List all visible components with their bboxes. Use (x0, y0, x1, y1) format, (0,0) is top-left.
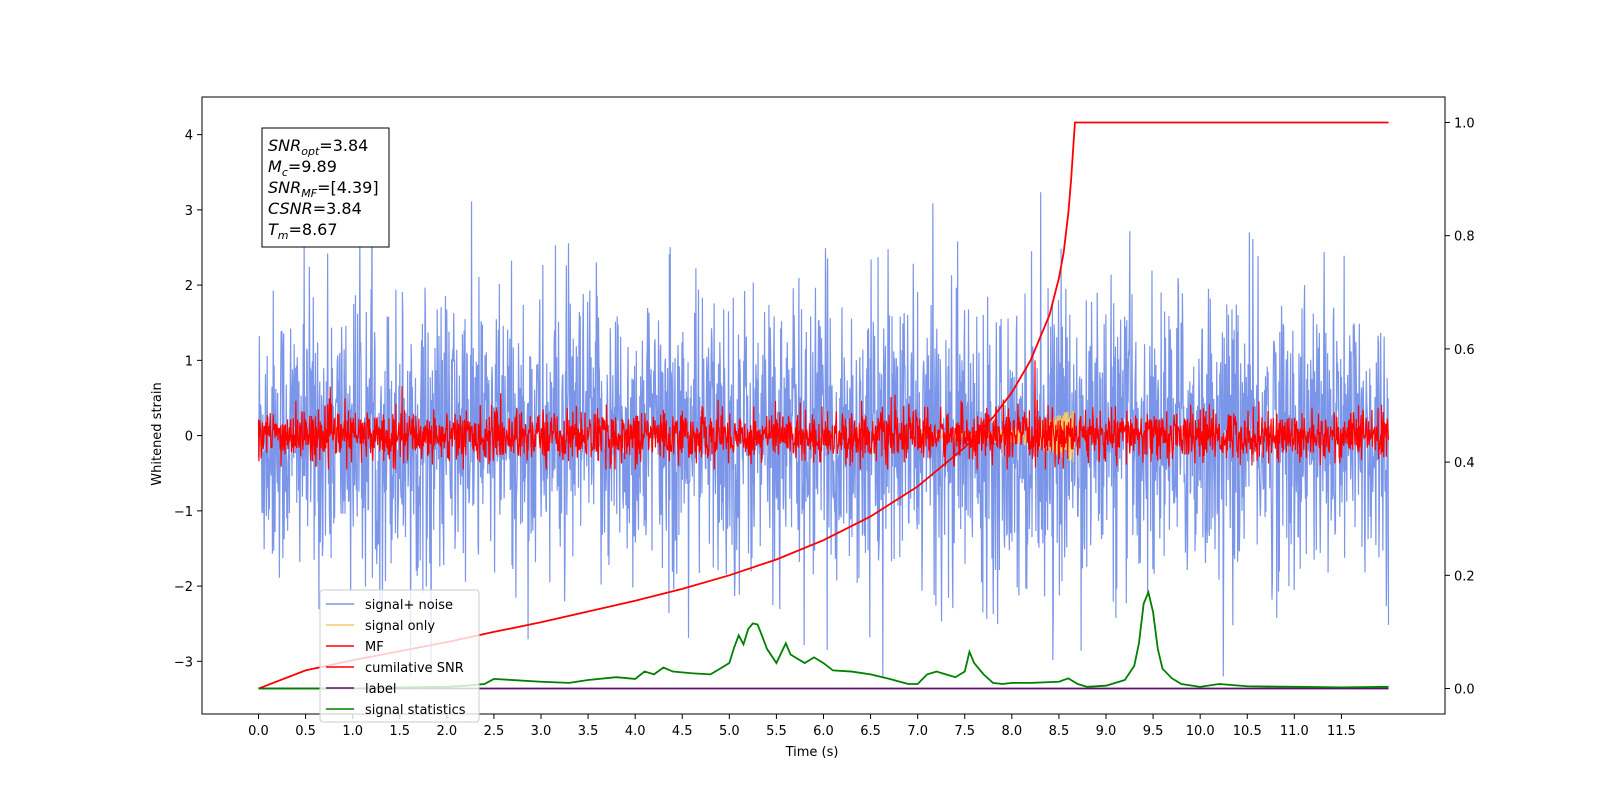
y2-tick-label: 0.6 (1454, 343, 1475, 358)
legend-item-signal-noise: signal+ noise (326, 598, 453, 613)
axes: 0.0 0.5 1.0 1.5 2.0 2.5 3.0 3.5 4.0 4.5 5.0 5.5 6.0 6… (174, 96, 1475, 739)
x-axis-label: Time (s) (785, 745, 839, 760)
annotation-frame (261, 127, 390, 248)
legend-label-signal-noise: signal+ noise (365, 598, 453, 613)
legend: signal+ noise signal only MF cumilative … (319, 589, 480, 723)
x-tick-label: 6.0 (813, 724, 834, 739)
x-tick-label: 0.0 (248, 724, 269, 739)
y-tick-label: −3 (174, 655, 193, 670)
annotation-mc: Mc=9.89 (268, 157, 337, 179)
x-tick-label: 0.5 (295, 724, 316, 739)
legend-item-cumulative-snr: cumilative SNR (326, 661, 464, 676)
legend-frame (319, 589, 480, 723)
x-tick-label: 8.0 (1001, 724, 1022, 739)
legend-label-mf: MF (365, 640, 384, 655)
x-tick-label: 10.0 (1186, 724, 1215, 739)
annotation-csnr: CSNR=3.84 (268, 199, 362, 218)
legend-item-signal-statistics: signal statistics (326, 703, 466, 718)
y-tick-label: 4 (185, 129, 193, 144)
x-tick-label: 1.0 (342, 724, 363, 739)
y-axis-label: Whitened strain (150, 382, 165, 485)
y2-tick-label: 0.2 (1454, 569, 1475, 584)
legend-item-label: label (326, 682, 396, 697)
x-tick-label: 11.0 (1280, 724, 1309, 739)
y-tick-label: −2 (174, 580, 193, 595)
y-tick-label: 1 (185, 354, 193, 369)
legend-item-signal-only: signal only (326, 619, 435, 634)
x-tick-label: 7.0 (907, 724, 928, 739)
y-tick-label: 3 (185, 204, 193, 219)
annotation-snr-mf: SNRMF=[4.39] (268, 178, 379, 200)
x-tick-label: 8.5 (1049, 724, 1070, 739)
legend-item-mf: MF (326, 640, 384, 655)
y2-tick-label: 0.8 (1454, 230, 1475, 245)
x-tick-label: 9.0 (1096, 724, 1117, 739)
x-tick-label: 3.0 (531, 724, 552, 739)
x-tick-label: 3.5 (578, 724, 599, 739)
annotation-tm: Tm=8.67 (268, 220, 338, 242)
y2-tick-label: 0.4 (1454, 456, 1475, 471)
y2-tick-label: 1.0 (1454, 116, 1475, 131)
x-tick-label: 7.5 (954, 724, 975, 739)
x-tick-label: 5.5 (766, 724, 787, 739)
x-tick-label: 4.0 (625, 724, 646, 739)
x-tick-label: 10.5 (1233, 724, 1262, 739)
y-tick-label: 0 (185, 430, 193, 445)
x-tick-label: 2.5 (484, 724, 505, 739)
legend-label-signal-only: signal only (365, 619, 435, 634)
series-mf-line (257, 360, 1390, 470)
x-tick-label: 4.5 (672, 724, 693, 739)
legend-label-label: label (365, 682, 396, 697)
y-tick-label: 2 (185, 279, 193, 294)
series-signal-statistics-line (258, 589, 1389, 690)
annotation-box: SNRopt=3.84 Mc=9.89 SNRMF=[4.39] CSNR=3.… (261, 127, 390, 248)
x-tick-label: 2.0 (436, 724, 457, 739)
x-tick-label: 9.5 (1143, 724, 1164, 739)
x-tick-label: 11.5 (1327, 724, 1356, 739)
annotation-snr-opt: SNRopt=3.84 (268, 136, 368, 158)
y-tick-label: −1 (174, 505, 193, 520)
x-tick-label: 6.5 (860, 724, 881, 739)
y2-tick-label: 0.0 (1454, 683, 1475, 698)
legend-label-cumulative-snr: cumilative SNR (365, 661, 464, 676)
x-tick-label: 5.0 (719, 724, 740, 739)
legend-label-signal-statistics: signal statistics (365, 703, 466, 718)
x-tick-label: 1.5 (389, 724, 410, 739)
